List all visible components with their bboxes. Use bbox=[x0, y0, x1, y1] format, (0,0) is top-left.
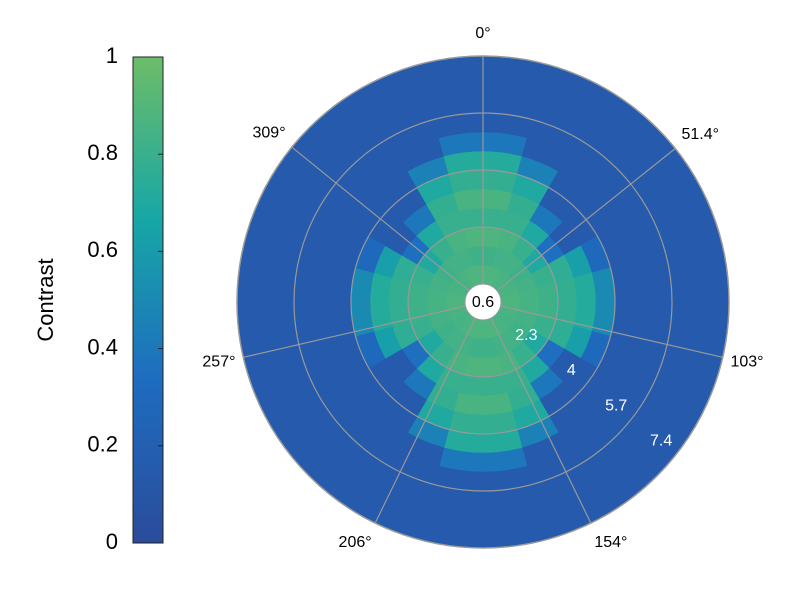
r-tick-label: 0.6 bbox=[472, 294, 494, 311]
theta-tick-label: 103° bbox=[730, 354, 763, 371]
colorbar-label: Contrast bbox=[33, 258, 58, 341]
colorbar-tick-label: 0.4 bbox=[87, 334, 118, 359]
heatmap-cell bbox=[482, 392, 513, 416]
theta-grid-line bbox=[496, 148, 676, 292]
polar-axes: 0.6 2.3 4 5.7 7.4 0° 51.4° 103° 154° 206° 257° 309° bbox=[202, 25, 763, 551]
theta-grid-line bbox=[500, 305, 723, 358]
r-tick-label: 2.3 bbox=[515, 327, 537, 344]
theta-tick-label: 154° bbox=[594, 534, 627, 551]
heatmap-cell bbox=[453, 392, 484, 416]
theta-tick-label: 0° bbox=[475, 25, 490, 42]
heatmap-cell bbox=[453, 188, 484, 212]
colorbar-tick-label: 0.6 bbox=[87, 237, 118, 262]
theta-grid-line bbox=[374, 317, 476, 524]
colorbar bbox=[132, 56, 164, 544]
theta-tick-label: 51.4° bbox=[682, 126, 720, 143]
colorbar-tick-label: 1 bbox=[106, 43, 118, 68]
colorbar-tick-label: 0.8 bbox=[87, 140, 118, 165]
theta-grid-line bbox=[243, 305, 466, 358]
heatmap-cell bbox=[573, 272, 597, 303]
theta-tick-label: 309° bbox=[253, 125, 286, 142]
r-tick-label: 4 bbox=[567, 362, 576, 379]
theta-grid-line bbox=[291, 146, 470, 292]
heatmap-cell bbox=[369, 272, 393, 303]
colorbar-tick-label: 0.2 bbox=[87, 432, 118, 457]
heatmap-cell bbox=[482, 188, 513, 212]
theta-tick-label: 206° bbox=[339, 534, 372, 551]
theta-tick-label: 257° bbox=[202, 354, 235, 371]
colorbar-tick-label: 0 bbox=[106, 529, 118, 554]
r-tick-label: 7.4 bbox=[650, 432, 672, 449]
r-tick-label: 5.7 bbox=[605, 397, 627, 414]
theta-grid-line bbox=[490, 317, 592, 524]
